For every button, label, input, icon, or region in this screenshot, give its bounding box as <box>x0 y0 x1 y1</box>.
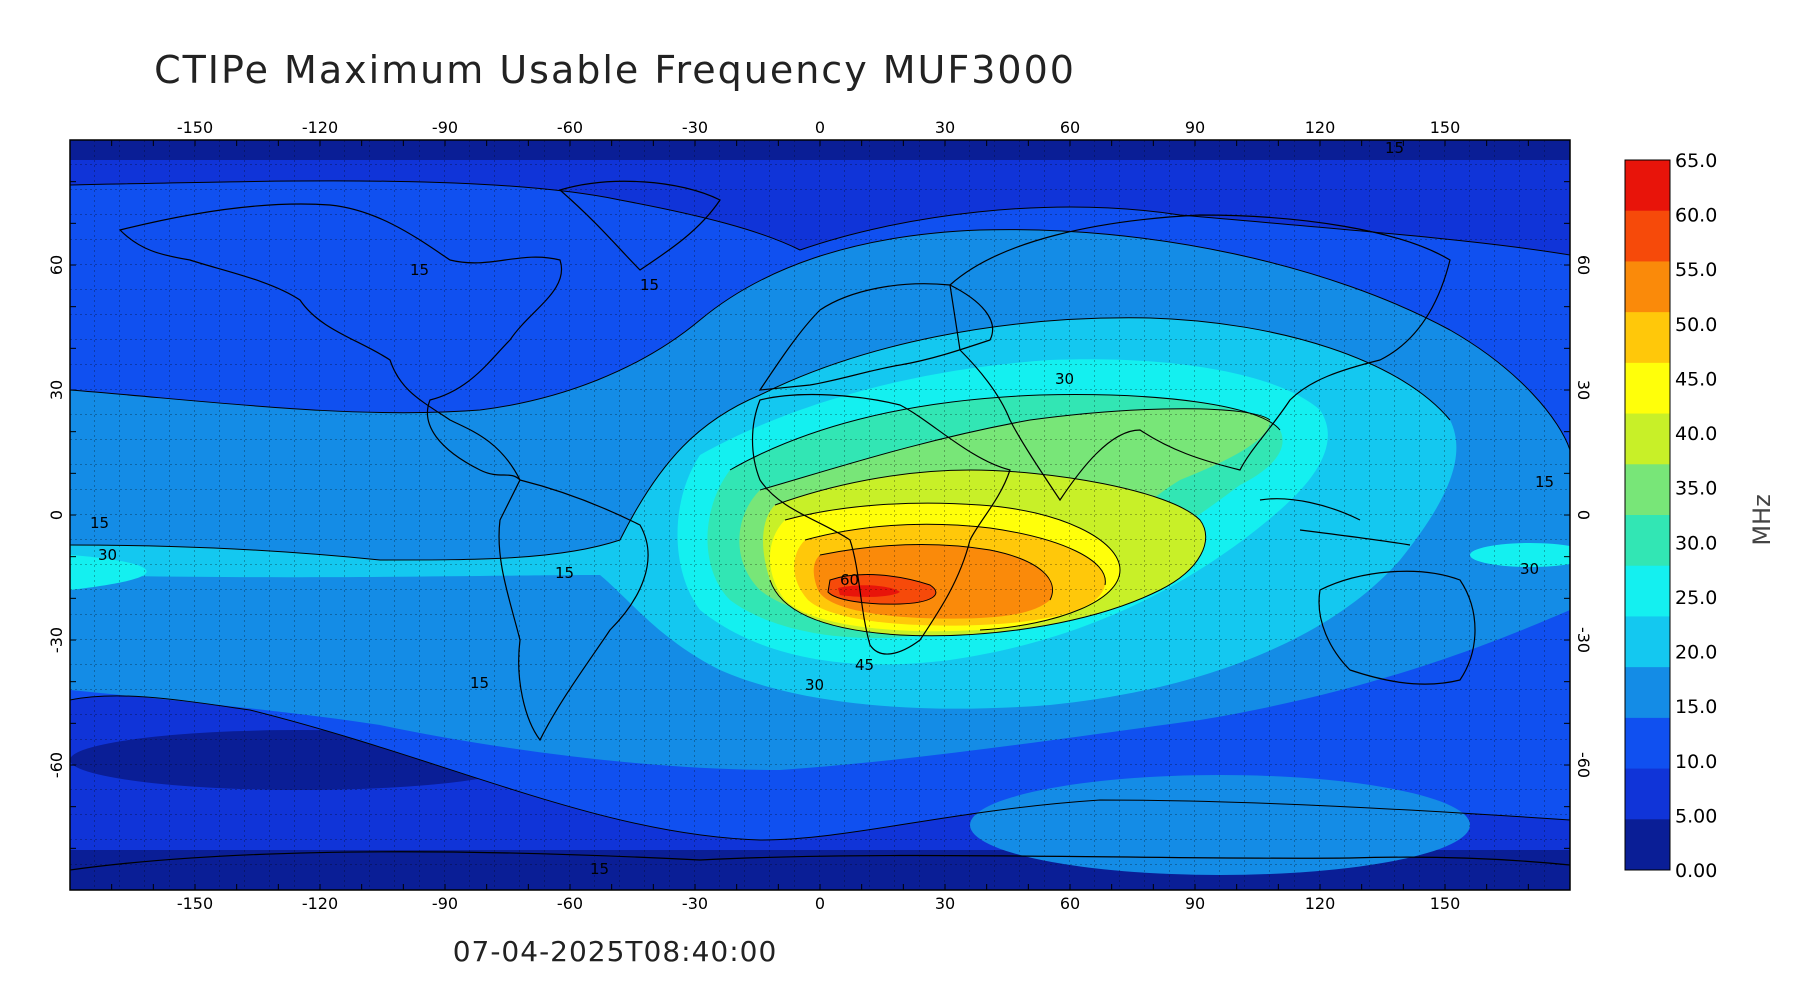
x-tick-label-top: 30 <box>935 118 955 137</box>
x-tick-label-top: 0 <box>815 118 825 137</box>
y-tick-label-right: 30 <box>1574 380 1593 400</box>
x-tick-label-bottom: -60 <box>557 894 583 913</box>
colorbar-tick-label: 5.00 <box>1675 805 1717 827</box>
x-tick-label-top: 90 <box>1185 118 1205 137</box>
colorbar-swatch <box>1625 362 1670 415</box>
y-tick-label-right: 60 <box>1574 255 1593 275</box>
colorbar-swatch <box>1625 261 1670 313</box>
colorbar-swatch <box>1625 717 1670 770</box>
colorbar-swatch <box>1625 210 1670 262</box>
x-tick-label-bottom: -120 <box>302 894 338 913</box>
colorbar-swatch <box>1625 160 1670 212</box>
x-tick-label-bottom: -90 <box>432 894 458 913</box>
frame-ticks <box>70 140 1570 890</box>
colorbar-units: MHz <box>1748 494 1776 545</box>
colorbar-swatch <box>1625 515 1670 567</box>
x-tick-label-bottom: 30 <box>935 894 955 913</box>
colorbar-tick-label: 50.0 <box>1675 314 1717 336</box>
colorbar-swatch <box>1625 819 1670 871</box>
colorbar-tick-label: 20.0 <box>1675 642 1717 664</box>
colorbar-tick-label: 15.0 <box>1675 696 1717 718</box>
colorbar-swatch <box>1625 413 1670 465</box>
y-tick-label-left: 60 <box>47 255 66 275</box>
x-tick-label-bottom: 90 <box>1185 894 1205 913</box>
y-tick-label-left: -30 <box>47 627 66 653</box>
x-tick-label-bottom: 150 <box>1430 894 1461 913</box>
x-tick-label-bottom: -150 <box>177 894 213 913</box>
colorbar-swatch <box>1625 616 1670 668</box>
colorbar-swatch <box>1625 565 1670 617</box>
colorbar-tick-label: 65.0 <box>1675 150 1717 172</box>
timestamp: 07-04-2025T08:40:00 <box>452 935 778 968</box>
colorbar-tick-label: 45.0 <box>1675 368 1717 390</box>
x-tick-label-top: 120 <box>1305 118 1336 137</box>
x-tick-label-bottom: 60 <box>1060 894 1080 913</box>
x-tick-label-top: 60 <box>1060 118 1080 137</box>
x-tick-label-top: -120 <box>302 118 338 137</box>
colorbar-swatch <box>1625 464 1670 516</box>
colorbar-tick-label: 25.0 <box>1675 587 1717 609</box>
x-tick-label-top: 150 <box>1430 118 1461 137</box>
y-tick-label-left: 0 <box>47 510 66 520</box>
colorbar-tick-label: 40.0 <box>1675 423 1717 445</box>
chart-title: CTIPe Maximum Usable Frequency MUF3000 <box>154 48 1076 92</box>
colorbar-tick-labels: 65.0 60.0 55.0 50.0 45.0 40.0 35.0 30.0 25.0 20.0… <box>1675 150 1717 882</box>
graticule <box>70 140 1570 890</box>
y-tick-label-left: -60 <box>47 752 66 778</box>
colorbar <box>1625 160 1670 871</box>
colorbar-tick-label: 10.0 <box>1675 751 1717 773</box>
x-tick-label-bottom: 120 <box>1305 894 1336 913</box>
colorbar-swatch <box>1625 667 1670 719</box>
colorbar-tick-label: 30.0 <box>1675 532 1717 554</box>
x-tick-label-bottom: 0 <box>815 894 825 913</box>
x-tick-label-top: -30 <box>682 118 708 137</box>
x-tick-label-bottom: -30 <box>682 894 708 913</box>
colorbar-tick-label: 0.00 <box>1675 860 1717 882</box>
x-tick-label-top: -60 <box>557 118 583 137</box>
colorbar-frame <box>1624 159 1671 871</box>
contour-field: 15 15 15 15 15 15 15 15 30 30 30 30 45 6… <box>70 140 1570 890</box>
x-tick-label-top: -150 <box>177 118 213 137</box>
colorbar-tick-label: 35.0 <box>1675 478 1717 500</box>
colorbar-tick-label: 55.0 <box>1675 259 1717 281</box>
y-tick-label-right: -60 <box>1574 752 1593 778</box>
x-tick-label-top: -90 <box>432 118 458 137</box>
y-tick-label-right: 0 <box>1574 510 1593 520</box>
y-tick-label-left: 30 <box>47 380 66 400</box>
y-tick-label-right: -30 <box>1574 627 1593 653</box>
axis-tick-labels: -150 -150 -120 -120 -90 -90 -60 -60 -30 -30 0 0 30 30… <box>47 118 1593 913</box>
colorbar-tick-label: 60.0 <box>1675 205 1717 227</box>
colorbar-swatch <box>1625 768 1670 820</box>
colorbar-swatch <box>1625 312 1670 364</box>
